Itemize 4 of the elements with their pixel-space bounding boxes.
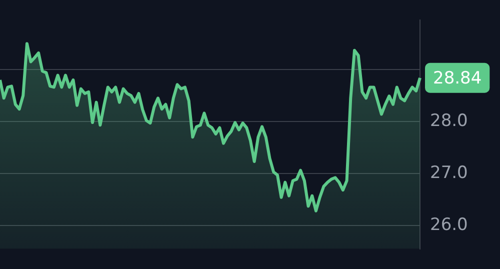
y-tick-label: 26.0 bbox=[430, 214, 468, 235]
y-tick-label: 28.0 bbox=[430, 110, 468, 131]
text: 28.84 bbox=[433, 68, 482, 88]
y-tick-label: 27.0 bbox=[430, 162, 468, 183]
